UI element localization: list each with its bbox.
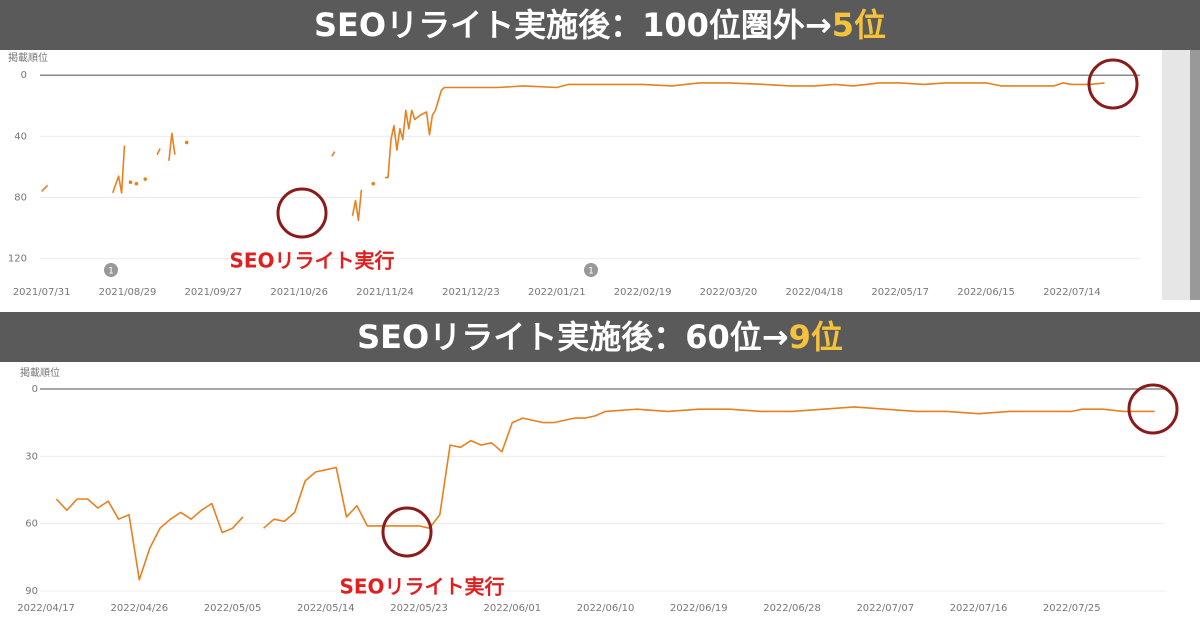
line (168, 132, 176, 161)
x-tick-label: 2022/07/07 (856, 603, 914, 614)
data-point (143, 177, 148, 181)
title-banner (0, 312, 1200, 362)
x-tick-label: 2022/05/14 (297, 603, 355, 614)
x-tick-label: 2022/07/14 (1043, 287, 1101, 298)
line (111, 145, 126, 194)
x-tick-label: 2022/05/05 (204, 603, 262, 614)
y-tick-label: 60 (25, 519, 38, 530)
y-tick-label: 0 (21, 70, 27, 81)
title-banner (0, 0, 1200, 50)
x-tick-label: 2022/06/28 (763, 603, 821, 614)
x-tick-label: 2021/11/24 (356, 287, 414, 298)
annotation-marker (584, 263, 598, 277)
highlight-circle (1087, 58, 1139, 110)
separator (0, 300, 1200, 312)
line (156, 148, 161, 156)
line (41, 184, 49, 192)
x-tick-label: 2022/01/21 (528, 287, 586, 298)
highlight-circle (276, 187, 328, 239)
x-tick-label: 2022/04/26 (111, 603, 169, 614)
data-point (134, 181, 139, 186)
scrollbar-edge (1190, 50, 1200, 300)
x-tick-label: 2022/05/23 (390, 603, 448, 614)
x-tick-label: 2022/06/10 (577, 603, 635, 614)
x-tick-label: 2022/06/19 (670, 603, 728, 614)
y-tick-label: 120 (8, 254, 27, 265)
title-highlight: 5位 (832, 6, 886, 44)
data-point (128, 180, 133, 184)
y-tick-label: 0 (32, 384, 38, 395)
x-tick-label: 2021/07/31 (13, 287, 71, 298)
y-tick-label: 30 (25, 451, 38, 462)
x-tick-label: 2022/07/16 (950, 603, 1008, 614)
x-tick-label: 2022/06/01 (483, 603, 541, 614)
y-axis-label: 掲載順位 (8, 51, 48, 64)
title-highlight: 9位 (789, 318, 843, 356)
chart-title: SEOリライト実施後：100位圏外→5位 (314, 6, 886, 44)
highlight-circle (1127, 383, 1179, 435)
annotation-marker-label: 1 (588, 267, 594, 277)
annotation-marker-label: 1 (108, 267, 114, 277)
highlight-circle (381, 506, 433, 558)
x-tick-label: 2022/06/15 (957, 287, 1015, 298)
data-point (371, 181, 376, 186)
chart-title: SEOリライト実施後：60位→9位 (357, 318, 843, 356)
x-tick-label: 2021/08/29 (99, 287, 157, 298)
annotation-marker (104, 263, 118, 277)
y-axis-label: 掲載順位 (20, 366, 60, 379)
title-text: SEOリライト実施後：100位圏外→ (314, 6, 832, 44)
x-tick-label: 2022/04/17 (17, 603, 75, 614)
x-tick-label: 2022/03/20 (700, 287, 758, 298)
scrollbar (1162, 50, 1190, 300)
line (331, 151, 336, 157)
data-point (184, 140, 189, 145)
line (385, 82, 1105, 179)
annotation: SEOリライト実行 (339, 575, 504, 599)
x-tick-label: 2021/12/23 (442, 287, 500, 298)
line (263, 406, 1155, 529)
x-tick-label: 2022/05/17 (871, 287, 929, 298)
x-tick-label: 2021/10/26 (270, 287, 328, 298)
line (55, 498, 244, 581)
line (351, 189, 363, 222)
x-tick-label: 2022/04/18 (786, 287, 844, 298)
annotation: SEOリライト実行 (229, 249, 394, 273)
x-tick-label: 2022/02/19 (614, 287, 672, 298)
y-tick-label: 40 (14, 131, 27, 142)
title-text: SEOリライト実施後：60位→ (357, 318, 788, 356)
x-tick-label: 2021/09/27 (185, 287, 243, 298)
y-tick-label: 80 (14, 192, 27, 203)
x-tick-label: 2022/07/25 (1043, 603, 1101, 614)
y-tick-label: 90 (25, 586, 38, 597)
